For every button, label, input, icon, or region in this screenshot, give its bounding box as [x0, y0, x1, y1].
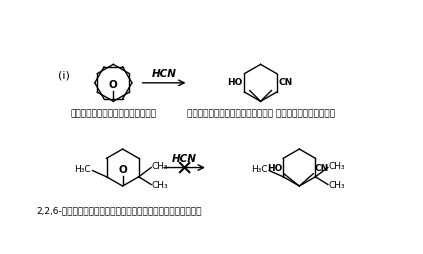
Text: H₃C: H₃C [251, 165, 268, 174]
Text: 2,2,6-ट्राइमेथिलसाइक्लोहेक्सेनोन: 2,2,6-ट्राइमेथिलसाइक्लोहेक्सेनोन [36, 207, 201, 216]
Text: साइक्लोहेक्सेनोन सायनोहाइडिन: साइक्लोहेक्सेनोन सायनोहाइडिन [187, 109, 335, 118]
Text: (i): (i) [58, 70, 69, 80]
Text: HO: HO [267, 164, 282, 173]
Text: CH₃: CH₃ [152, 162, 168, 171]
Text: साइक्लोहेक्सेनोन: साइक्लोहेक्सेनोन [70, 109, 157, 118]
Text: CN: CN [315, 164, 329, 173]
Text: O: O [118, 165, 127, 175]
Text: HCN: HCN [152, 69, 176, 79]
Text: CH₃: CH₃ [329, 162, 345, 171]
Text: CH₃: CH₃ [152, 181, 168, 190]
Text: HO: HO [228, 78, 243, 87]
Text: CH₃: CH₃ [329, 181, 345, 190]
Text: O: O [109, 80, 118, 90]
Text: HCN: HCN [172, 154, 197, 164]
Text: H₃C: H₃C [74, 165, 91, 174]
Text: CN: CN [278, 78, 293, 87]
